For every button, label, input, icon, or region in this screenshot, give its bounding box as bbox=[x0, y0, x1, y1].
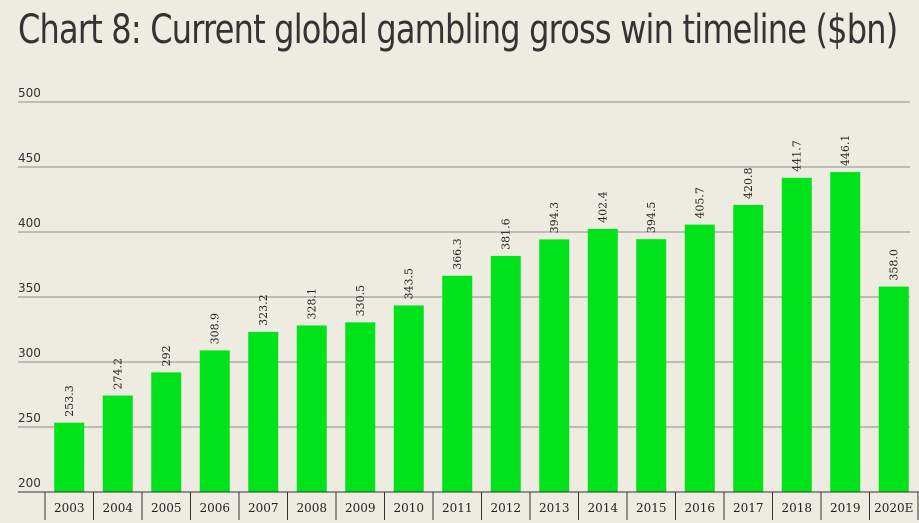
x-tick-label: 2019 bbox=[830, 501, 861, 515]
bar-2012 bbox=[490, 255, 521, 492]
data-label-2018: 441.7 bbox=[791, 140, 804, 172]
data-label-2008: 328.1 bbox=[306, 288, 319, 320]
bar-2019 bbox=[830, 172, 861, 492]
chart-title: Chart 8: Current global gambling gross w… bbox=[18, 7, 898, 53]
bar-2014 bbox=[587, 228, 618, 492]
bar-2020E bbox=[878, 286, 909, 492]
bar-2015 bbox=[636, 239, 667, 492]
data-label-2019: 446.1 bbox=[839, 135, 852, 167]
bar-2005 bbox=[151, 372, 182, 492]
bar-2018 bbox=[781, 177, 812, 493]
y-axis-ticks: 200 250 300 350 400 450 500 bbox=[18, 86, 41, 490]
y-tick-label: 250 bbox=[18, 411, 41, 425]
data-label-2017: 420.8 bbox=[742, 167, 755, 199]
x-tick-label: 2013 bbox=[539, 501, 570, 515]
bar-2010 bbox=[393, 305, 424, 492]
data-label-2003: 253.3 bbox=[63, 385, 76, 417]
y-tick-label: 450 bbox=[18, 151, 41, 165]
x-tick-label: 2017 bbox=[733, 501, 764, 515]
data-label-2011: 366.3 bbox=[451, 238, 464, 270]
data-label-2015: 394.5 bbox=[645, 202, 658, 234]
x-tick-label: 2012 bbox=[490, 501, 521, 515]
y-tick-label: 300 bbox=[18, 346, 41, 360]
x-tick-label: 2005 bbox=[151, 501, 182, 515]
data-label-2007: 323.2 bbox=[257, 294, 270, 326]
bar-2016 bbox=[684, 224, 715, 492]
data-label-2005: 292 bbox=[160, 345, 173, 366]
data-label-2016: 405.7 bbox=[694, 187, 707, 219]
x-axis: 2003 2004 2005 2006 2007 2008 2009 2010 2011 2012… bbox=[18, 491, 919, 520]
x-tick-label: 2004 bbox=[102, 501, 133, 515]
bar-2008 bbox=[296, 325, 327, 492]
x-tick-label: 2010 bbox=[393, 501, 424, 515]
bar-2006 bbox=[199, 350, 230, 492]
x-tick-label: 2015 bbox=[636, 501, 667, 515]
x-tick-label: 2009 bbox=[345, 501, 376, 515]
bar-2013 bbox=[539, 239, 570, 492]
x-tick-label: 2011 bbox=[442, 501, 473, 515]
y-tick-label: 350 bbox=[18, 281, 41, 295]
x-tick-label: 2007 bbox=[248, 501, 279, 515]
data-label-2013: 394.3 bbox=[548, 202, 561, 234]
data-label-2004: 274.2 bbox=[112, 358, 125, 390]
x-tick-label: 2003 bbox=[54, 501, 85, 515]
x-tick-label: 2014 bbox=[587, 501, 618, 515]
x-tick-label: 2020E bbox=[874, 501, 913, 515]
y-tick-label: 200 bbox=[18, 476, 41, 490]
data-labels: 253.3 274.2 292 308.9 323.2 328.1 330.5 343.5 36… bbox=[63, 135, 901, 417]
data-label-2010: 343.5 bbox=[403, 268, 416, 300]
x-tick-label: 2006 bbox=[199, 501, 230, 515]
data-label-2014: 402.4 bbox=[597, 191, 610, 223]
bar-2007 bbox=[248, 331, 279, 492]
data-label-2012: 381.6 bbox=[500, 218, 513, 250]
bar-2011 bbox=[442, 275, 473, 492]
x-tick-label: 2018 bbox=[781, 501, 812, 515]
y-tick-label: 400 bbox=[18, 216, 41, 230]
y-tick-label: 500 bbox=[18, 86, 41, 100]
bar-2003 bbox=[54, 422, 85, 492]
bar-2017 bbox=[733, 204, 764, 492]
bar-2004 bbox=[102, 395, 133, 492]
data-label-2006: 308.9 bbox=[209, 313, 222, 345]
bar-2009 bbox=[345, 322, 376, 492]
data-label-2009: 330.5 bbox=[354, 285, 367, 317]
bars bbox=[54, 172, 909, 493]
x-tick-label: 2016 bbox=[684, 501, 715, 515]
data-label-2020E: 358.0 bbox=[888, 249, 901, 281]
x-tick-label: 2008 bbox=[296, 501, 327, 515]
